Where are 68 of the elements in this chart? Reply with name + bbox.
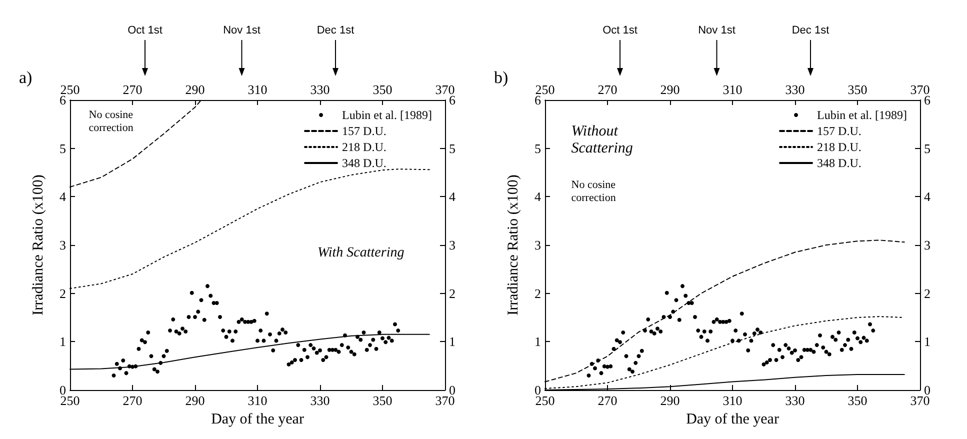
x-tick-label: 330 xyxy=(785,393,805,408)
y2-tick-label: 2 xyxy=(449,286,456,301)
y2-tick-label: 0 xyxy=(924,382,930,398)
y2-tick-label: 1 xyxy=(924,334,930,350)
y-tick-label: 2 xyxy=(60,286,66,301)
x-tick-label: 310 xyxy=(722,393,742,408)
y-axis-title: Irradiance Ratio (x100) xyxy=(506,174,522,316)
x-tick-label: 270 xyxy=(122,393,142,408)
y2-tick-label: 4 xyxy=(924,189,931,204)
text: Dec 1st xyxy=(792,24,830,36)
text: Nov 1st xyxy=(698,24,736,36)
y2-tick-label: 4 xyxy=(449,189,456,204)
legend-label: Lubin et al. [1989] xyxy=(342,108,432,122)
annotation: No cosine correction xyxy=(88,109,136,134)
x-tick-label: 330 xyxy=(310,393,330,408)
x2-tick-label: 290 xyxy=(185,82,205,97)
x-axis-title: Day of the year xyxy=(686,412,779,428)
legend-label: 157 D.U. xyxy=(342,124,386,138)
y2-tick-label: 5 xyxy=(924,140,930,156)
x2-tick-label: 270 xyxy=(122,82,142,97)
x-tick-label: 350 xyxy=(372,393,392,408)
y-tick-label: 0 xyxy=(534,382,541,398)
x2-tick-label: 310 xyxy=(722,82,742,97)
y2-tick-label: 3 xyxy=(924,238,930,252)
text: Nov 1st xyxy=(223,24,260,36)
y-tick-label: 2 xyxy=(534,286,541,301)
x2-tick-label: 290 xyxy=(660,82,680,97)
annotation: With Scattering xyxy=(318,246,404,260)
x2-tick-label: 310 xyxy=(248,82,268,97)
x2-tick-label: 350 xyxy=(848,82,868,97)
y-tick-label: 4 xyxy=(534,189,542,204)
y-tick-label: 3 xyxy=(60,238,66,252)
x2-tick-label: 350 xyxy=(372,82,392,97)
legend-label: 218 D.U. xyxy=(817,140,862,154)
legend-label: 157 D.U. xyxy=(817,124,862,138)
chart-title: b) xyxy=(494,68,508,87)
annotation: Without Scattering xyxy=(571,124,634,157)
x-axis-title: Day of the year xyxy=(211,412,304,428)
x-tick-label: 270 xyxy=(598,393,618,408)
y-tick-label: 5 xyxy=(60,140,66,156)
y-tick-label: 5 xyxy=(534,140,541,156)
y2-tick-label: 3 xyxy=(449,238,456,252)
x2-tick-label: 270 xyxy=(598,82,618,97)
text: Oct 1st xyxy=(602,24,638,36)
x-tick-label: 290 xyxy=(185,393,205,408)
y-tick-label: 1 xyxy=(60,334,66,350)
y-axis-title: Irradiance Ratio (x100) xyxy=(30,174,46,316)
y-tick-label: 4 xyxy=(60,189,66,204)
y-tick-label: 3 xyxy=(534,238,541,252)
y2-tick-label: 5 xyxy=(449,140,456,156)
text: Dec 1st xyxy=(316,24,354,36)
legend-label: Lubin et al. [1989] xyxy=(817,108,908,122)
x-tick-label: 350 xyxy=(848,393,868,408)
y-tick-label: 0 xyxy=(60,382,66,398)
x2-tick-label: 330 xyxy=(785,82,805,97)
y2-tick-label: 1 xyxy=(449,334,456,350)
text: Oct 1st xyxy=(128,24,162,36)
x2-tick-label: 330 xyxy=(310,82,330,97)
y-tick-label: 1 xyxy=(534,334,541,350)
legend-label: 348 D.U. xyxy=(817,156,862,170)
y2-tick-label: 2 xyxy=(924,286,930,301)
chart-title: a) xyxy=(19,68,32,87)
x-tick-label: 290 xyxy=(660,393,680,408)
legend-label: 218 D.U. xyxy=(342,140,386,154)
legend-label: 348 D.U. xyxy=(342,156,386,170)
y2-tick-label: 0 xyxy=(449,382,456,398)
x-tick-label: 310 xyxy=(248,393,268,408)
annotation: No cosine correction xyxy=(571,178,618,204)
